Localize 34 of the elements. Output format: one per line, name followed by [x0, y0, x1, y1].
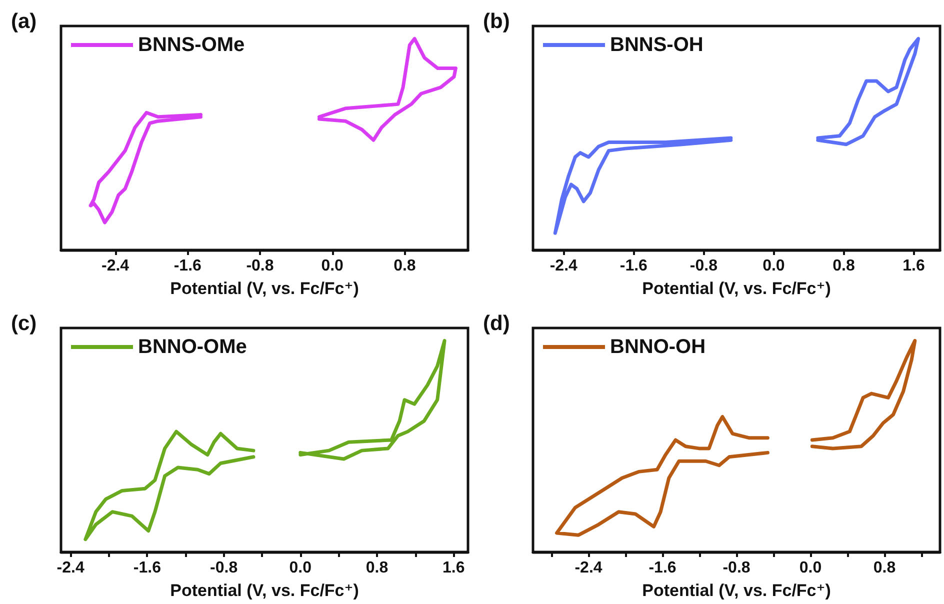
x-tick-label: 0.0	[762, 258, 785, 274]
chart-title: (a)	[11, 10, 37, 33]
x-tick-label: -0.8	[690, 258, 718, 274]
x-tick-label: -1.6	[174, 258, 202, 274]
legend-label: BNNO-OMe	[138, 336, 247, 358]
x-tick-label: 0.8	[366, 560, 388, 576]
x-axis-title: Potential (V, vs. Fc/Fc⁺)	[642, 279, 831, 298]
x-tick-label: -0.8	[210, 560, 238, 576]
legend-label: BNNS-OMe	[138, 34, 245, 56]
x-tick-label: -0.8	[722, 560, 750, 576]
x-tick-label: 0.0	[321, 258, 344, 274]
x-tick-label: -1.6	[620, 258, 648, 274]
x-tick-label: 0.8	[832, 258, 855, 274]
chart-title: (b)	[483, 10, 510, 33]
x-axis-title: Potential (V, vs. Fc/Fc⁺)	[170, 279, 359, 298]
x-tick-label: -1.6	[133, 560, 162, 576]
x-tick-label: 0.0	[289, 560, 312, 576]
x-tick-label: -0.8	[246, 258, 274, 274]
chart-title: (d)	[483, 312, 510, 335]
x-tick-label: 0.0	[799, 560, 822, 576]
x-tick-label: 1.6	[902, 258, 925, 274]
x-tick-label: -2.4	[101, 258, 130, 274]
x-axis-title: Potential (V, vs. Fc/Fc⁺)	[170, 581, 359, 600]
x-tick-label: -2.4	[550, 258, 578, 274]
x-tick-label: 0.8	[394, 258, 416, 274]
legend-label: BNNO-OH	[610, 336, 706, 358]
x-tick-label: 0.8	[873, 560, 896, 576]
legend-label: BNNS-OH	[610, 34, 704, 56]
x-axis-title: Potential (V, vs. Fc/Fc⁺)	[642, 581, 831, 600]
x-tick-label: -2.4	[56, 560, 84, 576]
x-tick-label: -1.6	[648, 560, 676, 576]
x-tick-label: 1.6	[442, 560, 465, 576]
chart-title: (c)	[11, 312, 37, 335]
x-tick-label: -2.4	[574, 560, 602, 576]
